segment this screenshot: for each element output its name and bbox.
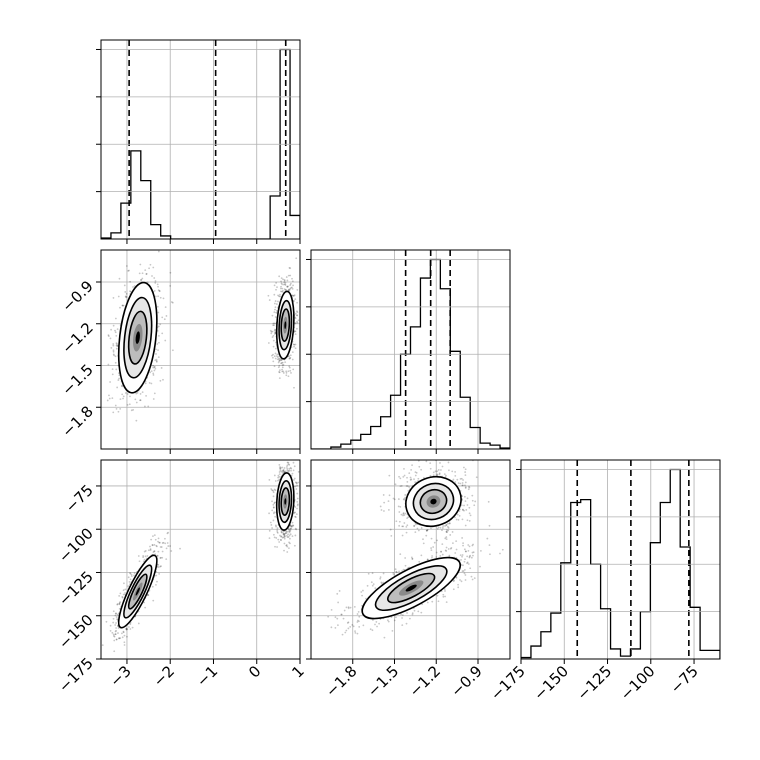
x-tick-label: −1.5 [364, 662, 402, 700]
x-tick-label: 1 [288, 662, 307, 681]
density-contour [275, 472, 295, 531]
density-peak [284, 498, 287, 505]
y-tick-label: −1.2 [58, 319, 96, 357]
density-contour [387, 572, 436, 604]
density-panel-0-2: −3 −2 −1 0 1 −175−150−125−100 −75 [55, 459, 308, 696]
density-contour [123, 564, 153, 619]
density-panel-0-1: −1.8−1.5 −1.2 −0.9 [58, 249, 301, 454]
density-contour [123, 296, 153, 379]
histogram-panel-1 [306, 249, 511, 454]
density-contour [419, 488, 448, 515]
density-contour [117, 281, 158, 394]
density-peak [284, 321, 287, 329]
panel-frame [520, 459, 721, 660]
x-tick-label: −1 [193, 662, 221, 690]
histogram-series [311, 258, 510, 449]
density-peak [135, 587, 140, 596]
density-contour [278, 299, 293, 351]
x-tick-label: −3 [106, 662, 134, 690]
density-peak [430, 498, 437, 505]
y-tick-label: −1.5 [58, 361, 96, 399]
panel-frame [310, 249, 511, 450]
density-peak [135, 331, 140, 344]
x-tick-label: −2 [150, 662, 178, 690]
x-tick-label: −1.8 [322, 662, 360, 700]
x-tick-label: −75 [667, 662, 702, 697]
density-contour [278, 479, 293, 524]
y-tick-label: −150 [55, 611, 97, 653]
y-tick-label: −0.9 [58, 277, 96, 315]
x-tick-label: −125 [573, 662, 615, 704]
density-contour [275, 290, 295, 360]
y-tick-label: −100 [55, 524, 97, 566]
panel-frame [100, 249, 301, 450]
density-panel-1-2: −1.8 −1.5 −1.2 −0.9 [306, 459, 511, 701]
x-tick-label: 0 [245, 662, 264, 681]
density-contour [117, 554, 158, 629]
density-contour [127, 310, 148, 365]
x-tick-label: −150 [530, 662, 572, 704]
y-tick-label: −1.8 [58, 402, 96, 440]
histogram-series [101, 48, 300, 239]
y-tick-label: −75 [62, 481, 97, 516]
histogram-panel-2: −175 −150 −125 −100 −75 [487, 459, 721, 704]
x-tick-label: −0.9 [447, 662, 485, 700]
x-tick-label: −1.2 [406, 662, 444, 700]
panel-frame [100, 459, 301, 660]
density-contour [405, 475, 462, 528]
density-contour [280, 487, 291, 516]
histogram-series [521, 468, 720, 659]
x-tick-label: −100 [617, 662, 659, 704]
density-contour [361, 556, 461, 620]
y-tick-label: −125 [55, 568, 97, 610]
density-contour [374, 565, 448, 612]
density-contour [412, 482, 455, 521]
density-peak [405, 584, 417, 592]
density-contour [127, 573, 148, 610]
density-contour [280, 308, 291, 343]
y-tick-label: −175 [55, 654, 97, 696]
panel-frame [100, 39, 301, 240]
panel-frame [310, 459, 511, 660]
x-tick-label: −175 [487, 662, 529, 704]
histogram-panel-0 [96, 39, 301, 244]
